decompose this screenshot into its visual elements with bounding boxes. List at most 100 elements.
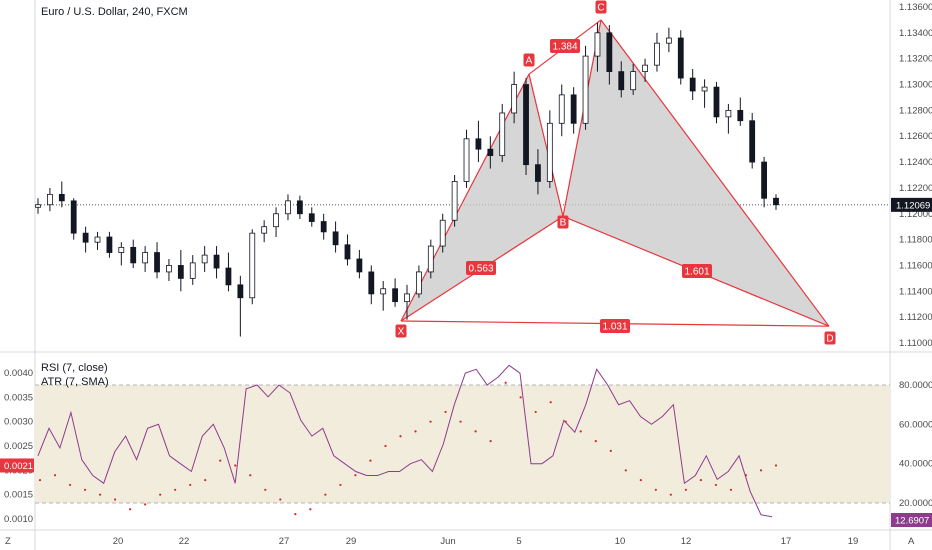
candle-down [737,109,744,122]
atr-dot [38,478,42,482]
point-d-badge[interactable] [824,331,836,345]
atr-dot [114,498,117,501]
point-a-label: A [526,56,533,67]
atr-dot [144,503,147,506]
atr-dot [279,498,282,501]
point-x-badge[interactable] [395,324,407,338]
price-axis[interactable]: 1.13600 1.13400 1.13200 1.13000 1.12800 1.126… [891,2,932,349]
candle-up [654,42,660,66]
candle-down [356,258,363,273]
atr-dot [189,483,192,487]
rsi-tick-label: 60.0000 [899,419,932,430]
candle-up [118,246,125,253]
atr-dot [729,488,733,491]
candle-down [58,193,65,202]
candle-up [558,94,565,124]
time-tick-label: 29 [346,536,357,547]
time-tick-label: 17 [781,536,792,547]
price-tick-label: 1.13600 [899,2,932,13]
atr-dot [519,396,522,399]
atr-dot [699,478,702,482]
rsi-value-tag[interactable] [891,513,932,527]
point-d-label: D [826,334,833,345]
candle-down [320,221,327,233]
rsi-tick-label: 40.0000 [899,459,932,470]
candle-up [511,84,518,114]
atr-title[interactable]: ATR (7, SMA) [41,376,109,388]
leg-cd [600,19,830,327]
candle-down [749,120,756,163]
atr-dot [249,474,252,477]
candle-down [344,244,351,260]
corner-left-label[interactable]: Z [5,536,11,547]
harmonic-pattern[interactable]: X A B C D 0.563 1.384 1.601 1.031 [395,0,836,345]
candle-up [35,204,41,208]
candle-down [368,271,375,295]
price-tick-label: 1.13400 [899,28,932,39]
atr-dot [429,420,432,423]
candle-down [70,200,77,234]
rsi-tick-label: 20.0000 [899,498,932,509]
rsi-line [37,364,773,518]
candle-down [296,200,303,215]
point-x-label: X [398,327,405,338]
candle-up [166,265,172,273]
candle-up [665,37,672,44]
atr-dot [129,508,132,511]
atr-dot [339,483,342,487]
point-b-badge[interactable] [557,215,569,229]
time-axis[interactable]: 20 22 27 29 Jun 5 10 12 17 19 Z A [5,536,915,547]
atr-dot [399,435,402,438]
candle-up [546,122,553,182]
candle-down [392,288,398,303]
candle-up [380,288,387,295]
candle-up [499,112,506,157]
atr-dot [774,464,778,467]
atr-value-tag[interactable] [0,458,34,473]
atr-dot [534,410,537,414]
ratio-badge[interactable] [600,319,630,333]
corner-right-label[interactable]: A [908,536,915,547]
atr-dot [759,469,763,472]
candle-up [142,252,149,264]
candle-down [761,161,767,199]
ratio-badge[interactable] [550,39,580,53]
atr-dot [294,513,297,516]
price-tick-label: 1.11000 [899,338,932,349]
point-a-badge[interactable] [523,53,535,67]
atr-dot [654,488,657,491]
price-tick-label: 1.13200 [899,54,932,65]
ratio-label: 0.563 [468,264,493,275]
rsi-title[interactable]: RSI (7, close) [41,362,108,374]
atr-dot [459,420,462,423]
price-tick-label: 1.12600 [899,131,932,142]
price-tick-label: 1.12000 [899,209,932,220]
atr-dot [594,440,597,443]
atr-dot [264,488,267,491]
symbol-title[interactable]: Euro / U.S. Dollar, 240, FXCM [41,6,188,18]
candle-up [201,254,208,264]
atr-tick-label: 0.0025 [4,441,33,452]
candle-up [94,236,101,243]
current-price-tag[interactable] [891,197,932,212]
point-c-label: C [597,3,604,14]
ratio-badge[interactable] [466,261,496,275]
atr-dot [309,508,312,511]
atr-dot [384,444,387,448]
price-tick-label: 1.11200 [899,312,932,323]
ratio-badge[interactable] [682,264,712,278]
candle-down [475,138,482,150]
candle-down [487,148,494,157]
ratio-label: 1.384 [552,42,577,53]
atr-dot [669,493,672,496]
candle-up [451,181,458,221]
candle-up [249,232,256,299]
candle-down [154,252,160,273]
time-tick-label: 5 [516,536,521,547]
atr-dot [83,488,87,491]
price-tick-label: 1.11600 [899,260,932,271]
point-c-badge[interactable] [595,0,607,14]
candle-up [416,271,422,295]
candle-down [130,246,137,264]
candle-up [189,262,196,279]
